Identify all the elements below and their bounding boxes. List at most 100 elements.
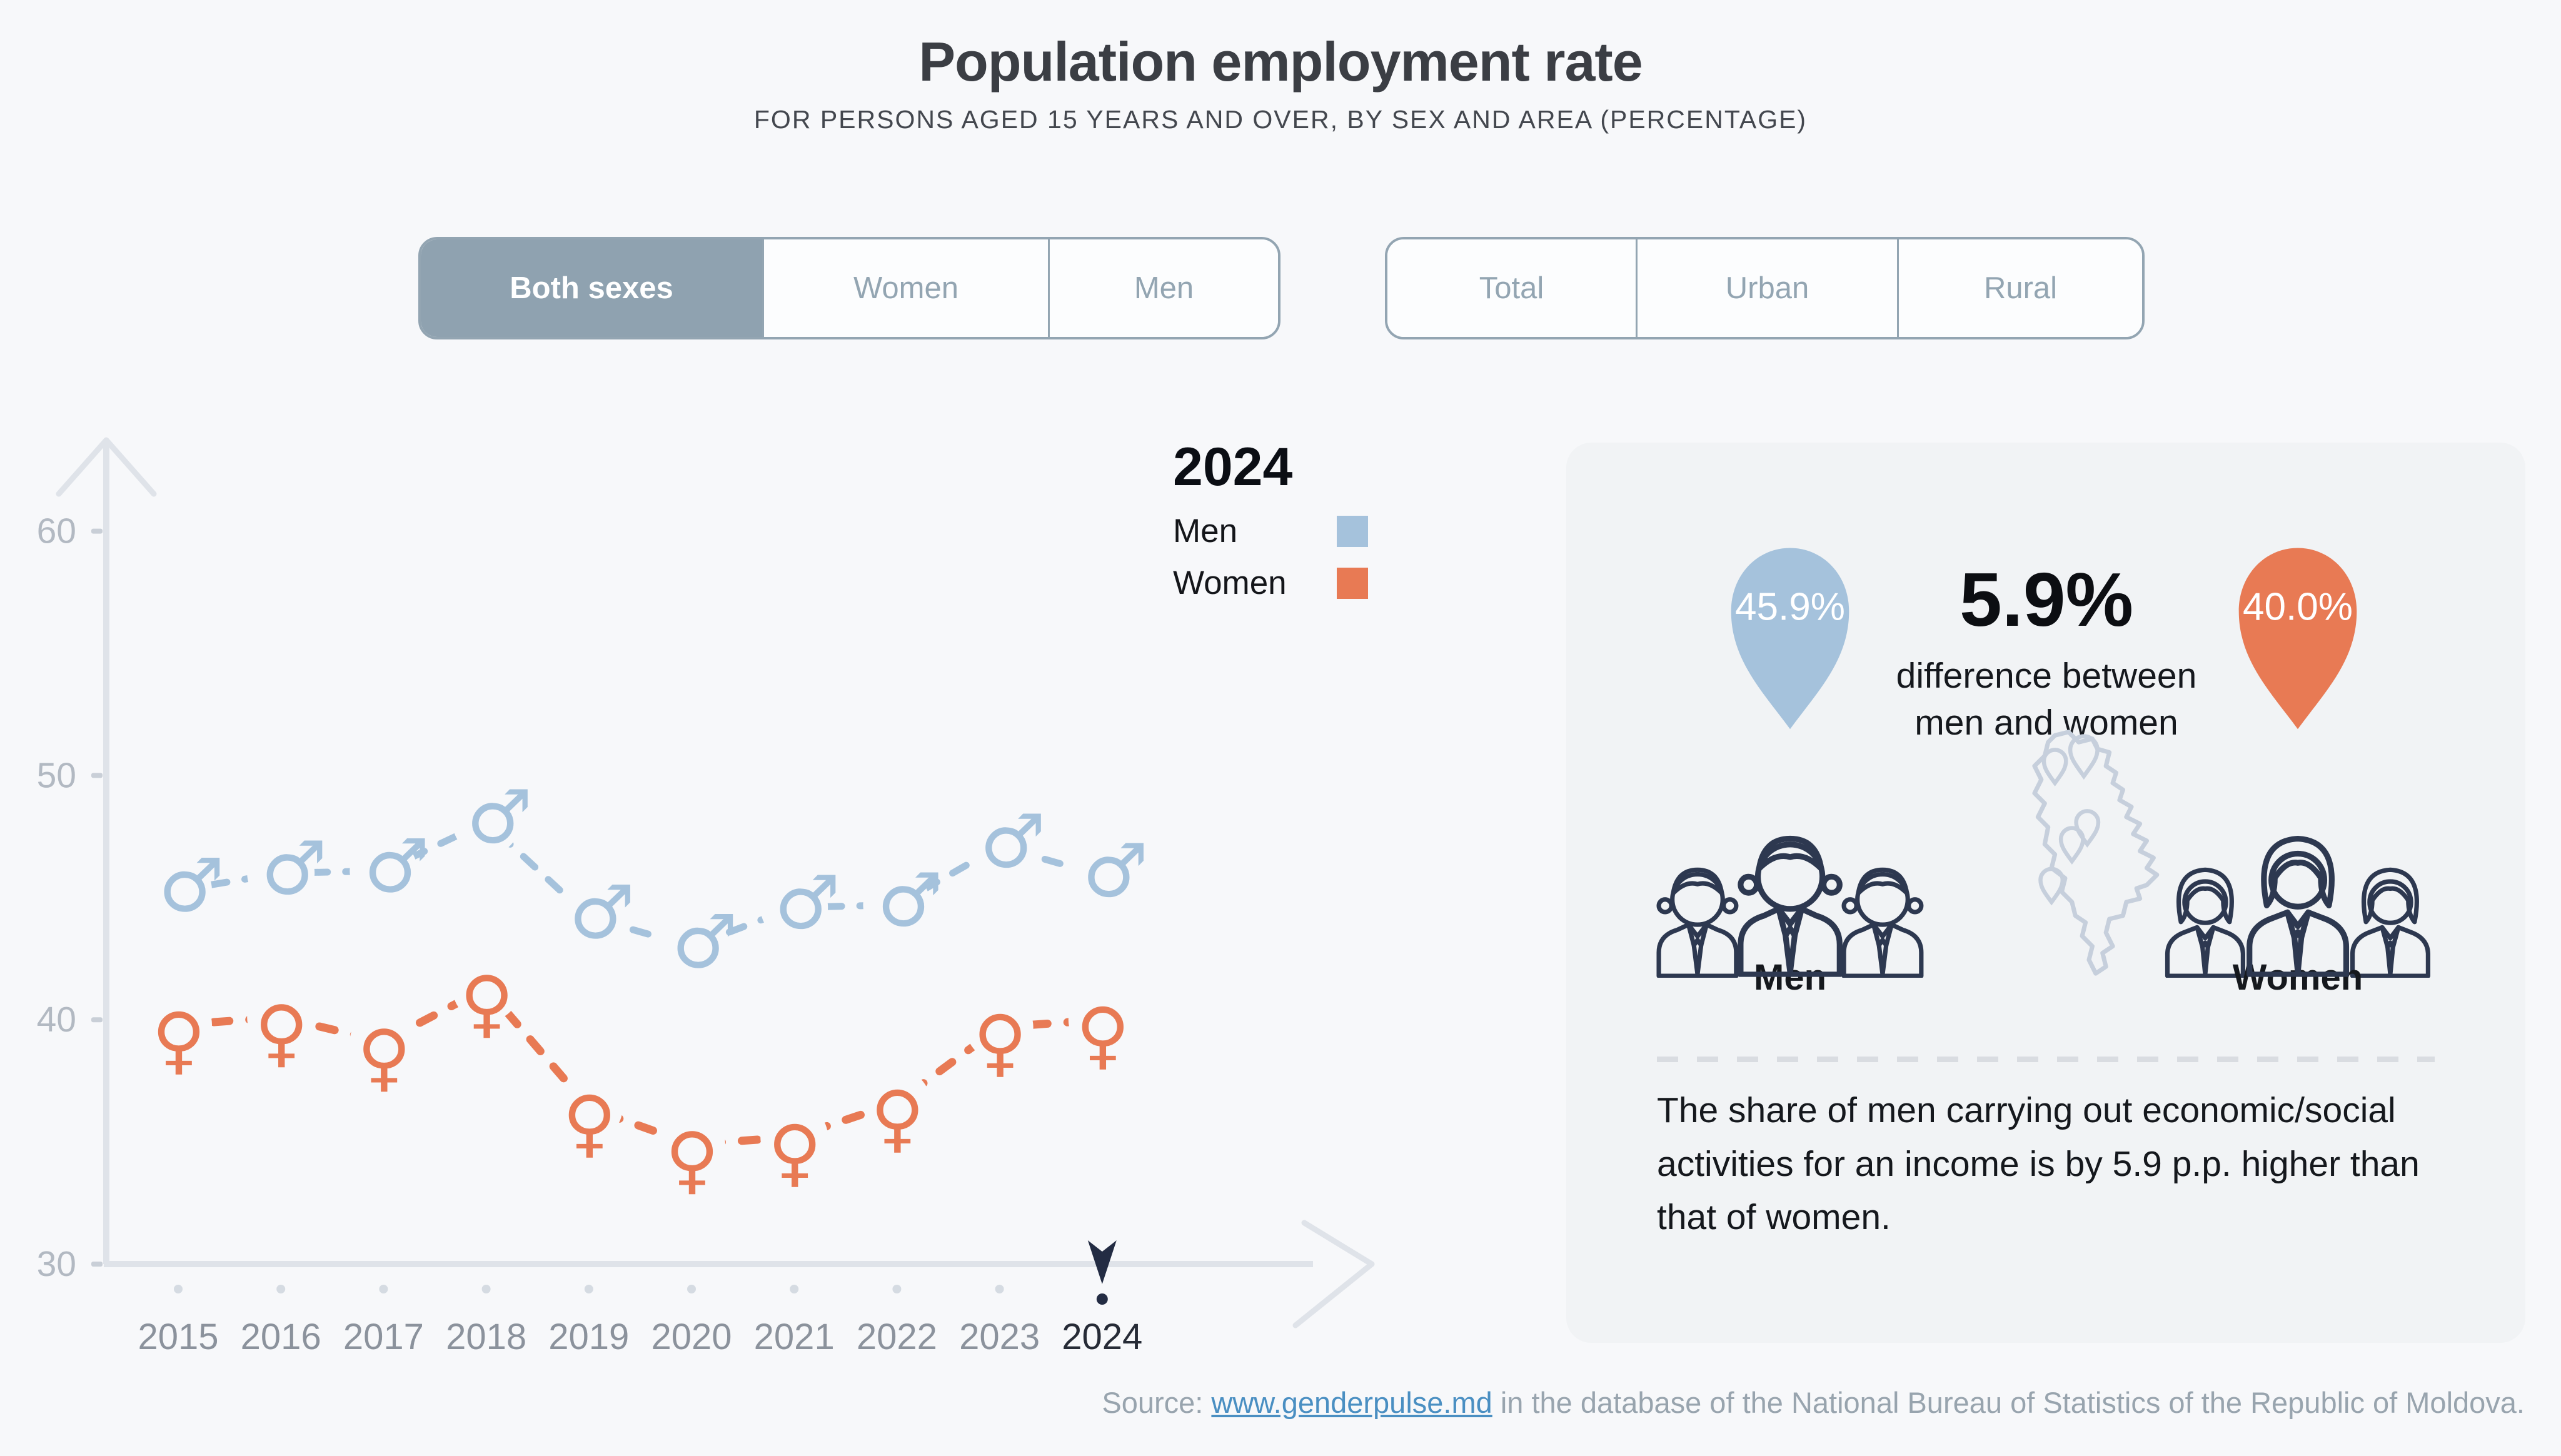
legend-row-men: Men (1173, 512, 1368, 550)
toggle-urban[interactable]: Urban (1636, 239, 1897, 337)
marker-halo (965, 812, 1034, 880)
data-point-women-2016[interactable]: ♀ (254, 989, 308, 1075)
data-point-men-2024[interactable]: ♂ (1082, 828, 1149, 914)
dashed-divider (1657, 1057, 2435, 1062)
year-dot (995, 1285, 1004, 1293)
chart-legend: 2024 Men Women (1173, 436, 1368, 602)
series-line-men (174, 818, 1106, 950)
marker-halo (1068, 841, 1136, 910)
x-label-2024[interactable]: 2024 (1062, 1317, 1142, 1357)
data-point-women-2020[interactable]: ♀ (665, 1117, 719, 1203)
moldova-map-outline-icon (2032, 730, 2160, 976)
data-point-men-2015[interactable]: ♂ (158, 842, 224, 928)
data-point-women-2019[interactable]: ♀ (563, 1080, 616, 1166)
y-tick (91, 773, 103, 778)
toggle-women[interactable]: Women (762, 239, 1048, 337)
year-dot (174, 1285, 183, 1293)
y-tick-label-40: 40 (37, 1000, 76, 1040)
data-point-women-2022[interactable]: ♀ (870, 1075, 924, 1161)
y-tick (91, 1017, 103, 1023)
marker-halo (1068, 986, 1136, 1054)
women-value-pin-icon: 40.0% (2238, 548, 2357, 730)
difference-value: 5.9% (1959, 557, 2134, 642)
year-cursor-icon[interactable] (1087, 1240, 1117, 1284)
y-tick-label-60: 60 (37, 511, 76, 551)
x-label-2017[interactable]: 2017 (343, 1317, 424, 1357)
source-link[interactable]: www.genderpulse.md (1211, 1386, 1492, 1419)
marker-halo (144, 856, 212, 925)
data-point-women-2015[interactable]: ♀ (152, 997, 206, 1083)
legend-year: 2024 (1173, 437, 1293, 497)
x-label-2019[interactable]: 2019 (548, 1317, 629, 1357)
toggle-total[interactable]: Total (1387, 239, 1636, 337)
series-line-women (174, 983, 1107, 1149)
marker-halo (247, 983, 315, 1052)
marker-halo (555, 883, 623, 951)
data-point-women-2017[interactable]: ♀ (357, 1013, 411, 1100)
year-dot (379, 1285, 388, 1293)
legend-swatch-men-icon (1337, 515, 1368, 547)
data-point-women-2021[interactable]: ♀ (768, 1109, 822, 1195)
legend-label-women: Women (1173, 565, 1287, 601)
toggle-men[interactable]: Men (1048, 239, 1278, 337)
page-subtitle: FOR PERSONS AGED 15 YEARS AND OVER, BY S… (753, 105, 1808, 134)
page-title: Population employment rate (918, 31, 1643, 93)
data-point-women-2024[interactable]: ♀ (1076, 992, 1130, 1078)
data-point-men-2019[interactable]: ♂ (569, 869, 635, 955)
difference-caption: difference between men and women (1896, 656, 2197, 743)
toggle-rural[interactable]: Rural (1897, 239, 2142, 337)
data-point-women-2023[interactable]: ♀ (973, 999, 1027, 1085)
data-point-men-2022[interactable]: ♂ (877, 857, 943, 943)
year-dot (892, 1285, 902, 1293)
woman-icon (2240, 820, 2355, 982)
source-prefix: Source: (1102, 1386, 1212, 1419)
x-label-2020[interactable]: 2020 (651, 1317, 732, 1357)
x-axis (104, 1220, 1375, 1328)
y-tick-label-50: 50 (37, 755, 76, 795)
difference-block: 5.9% difference between men and women (1860, 561, 2233, 746)
marker-halo (452, 954, 520, 1022)
legend-swatch-women-icon (1337, 567, 1368, 599)
toggle-both-sexes[interactable]: Both sexes (421, 239, 762, 337)
x-label-2022[interactable]: 2022 (857, 1317, 937, 1357)
x-axis-arrow-icon (1292, 1220, 1375, 1328)
y-tick-label-30: 30 (37, 1244, 76, 1284)
data-point-men-2021[interactable]: ♂ (774, 859, 840, 945)
x-label-2023[interactable]: 2023 (959, 1317, 1040, 1357)
data-point-men-2023[interactable]: ♂ (980, 798, 1046, 885)
legend-row-women: Women (1173, 564, 1368, 602)
marker-halo (350, 836, 418, 905)
marker-halo (965, 993, 1034, 1061)
men-pin-value: 45.9% (1735, 586, 1845, 629)
marker-halo (658, 912, 725, 980)
y-axis-arrow-icon (56, 437, 157, 497)
marker-halo (452, 788, 520, 856)
data-point-men-2017[interactable]: ♂ (364, 823, 430, 909)
women-pin-value: 40.0% (2243, 586, 2353, 629)
marker-halo (760, 1103, 828, 1171)
x-label-2015[interactable]: 2015 (138, 1317, 218, 1357)
sex-toggle-group: Both sexes Women Men (418, 237, 1280, 339)
data-point-men-2018[interactable]: ♂ (466, 774, 533, 860)
men-value-pin-icon: 45.9% (1731, 548, 1849, 730)
summary-note: The share of men carrying out economic/s… (1657, 1090, 2420, 1237)
marker-halo (658, 1110, 725, 1178)
x-label-2021[interactable]: 2021 (754, 1317, 835, 1357)
year-dot (687, 1285, 696, 1293)
marker-halo (350, 1008, 418, 1076)
source-suffix: in the database of the National Bureau o… (1492, 1386, 2525, 1419)
data-point-women-2018[interactable]: ♀ (460, 960, 513, 1046)
area-toggle-group: Total Urban Rural (1385, 237, 2145, 339)
data-point-men-2020[interactable]: ♂ (672, 898, 738, 985)
marker-halo (247, 839, 315, 907)
employment-line-chart: 60 50 40 30 2015 2016 2017 2018 2019 2020 2021 2022… (37, 437, 1375, 1357)
x-label-2016[interactable]: 2016 (241, 1317, 321, 1357)
marker-halo (555, 1073, 623, 1142)
page-header: Population employment rate FOR PERSONS A… (0, 30, 2561, 134)
year-dot (481, 1285, 491, 1293)
marker-halo (863, 1069, 931, 1137)
data-point-men-2016[interactable]: ♂ (261, 825, 327, 911)
year-dot (584, 1285, 593, 1293)
x-label-2018[interactable]: 2018 (446, 1317, 526, 1357)
